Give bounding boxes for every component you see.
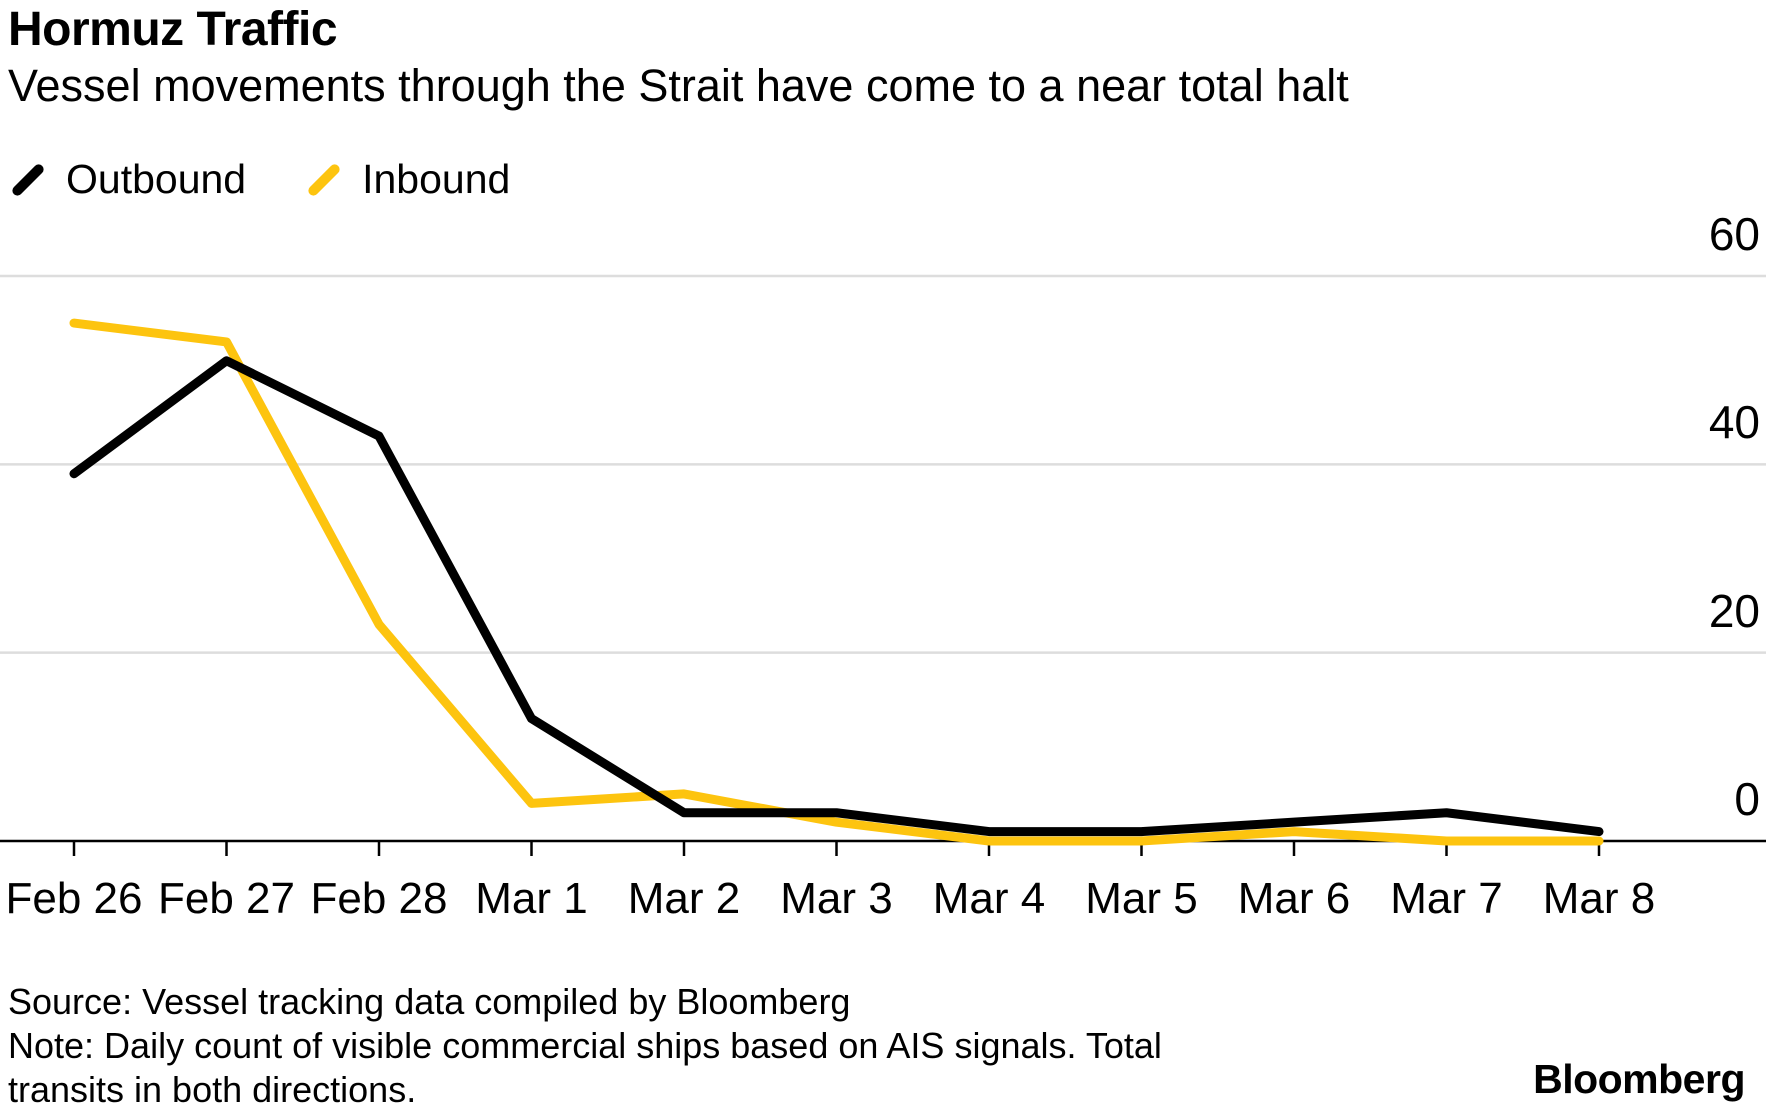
- legend: Outbound Inbound: [8, 156, 510, 203]
- footer: Source: Vessel tracking data compiled by…: [8, 980, 1162, 1112]
- x-axis-label-8: Mar 6: [1237, 874, 1351, 923]
- y-axis-label-40: 40: [1708, 396, 1760, 449]
- inbound-line-swatch-icon: [306, 161, 342, 198]
- x-axis-label-1: Feb 27: [158, 874, 295, 923]
- chart-title: Hormuz Traffic: [8, 3, 338, 56]
- x-axis-label-10: Mar 8: [1542, 874, 1656, 923]
- legend-item-inbound: Inbound: [304, 156, 510, 203]
- legend-label-inbound: Inbound: [362, 156, 511, 202]
- chart-subtitle: Vessel movements through the Strait have…: [8, 60, 1349, 111]
- methodology-note-line2: transits in both directions.: [8, 1069, 417, 1110]
- methodology-note-line1: Note: Daily count of visible commercial …: [8, 1025, 1162, 1066]
- x-axis-label-5: Mar 3: [780, 874, 893, 923]
- bloomberg-logo: Bloomberg: [1533, 1056, 1745, 1102]
- series-line-outbound: [69, 356, 1604, 837]
- x-axis-label-2: Feb 28: [310, 874, 448, 923]
- source-note: Source: Vessel tracking data compiled by…: [8, 981, 851, 1022]
- series-line-inbound: [69, 318, 1604, 846]
- legend-item-outbound: Outbound: [8, 156, 246, 203]
- x-axis-label-7: Mar 5: [1085, 874, 1198, 923]
- x-axis-label-3: Mar 1: [475, 874, 588, 923]
- x-axis-label-9: Mar 7: [1390, 874, 1503, 923]
- x-axis-label-6: Mar 4: [932, 874, 1046, 923]
- legend-label-outbound: Outbound: [66, 156, 247, 202]
- y-axis-label-20: 20: [1708, 584, 1760, 637]
- y-axis-label-0: 0: [1734, 773, 1760, 825]
- y-axis-label-60: 60: [1708, 208, 1760, 260]
- x-axis-label-4: Mar 2: [627, 874, 741, 923]
- outbound-line-swatch-icon: [10, 161, 46, 198]
- x-axis-label-0: Feb 26: [5, 874, 143, 923]
